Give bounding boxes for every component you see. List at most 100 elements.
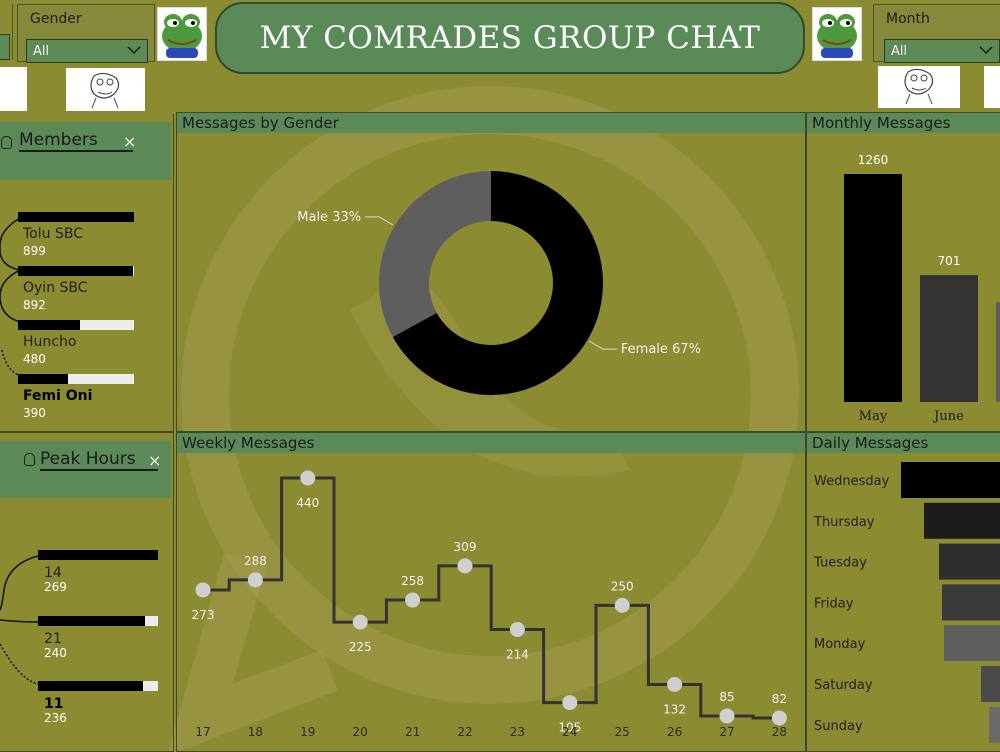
peak-hour-bar (38, 681, 158, 691)
donut-label: Female 67% (621, 342, 701, 357)
donut-leader-line (588, 340, 617, 350)
weekly-panel-header: Weekly Messages (177, 433, 805, 453)
pepe-sketch-image-right (878, 66, 960, 108)
month-slicer[interactable]: Month All (873, 4, 1000, 63)
member-bar (18, 320, 134, 330)
monthly-panel-header: Monthly Messages (807, 113, 1000, 133)
pepe-frog-image-right (812, 7, 862, 61)
sketch-image-left-edge (0, 67, 27, 111)
weekly-data-label: 85 (719, 690, 734, 704)
weekly-data-point[interactable] (457, 558, 473, 574)
month-dropdown[interactable]: All (884, 39, 1000, 63)
daily-bar-wednesday[interactable] (901, 462, 1000, 498)
donut-slice-female[interactable] (392, 171, 603, 395)
peak-hour-bar-fill (38, 550, 158, 560)
member-bar-fill (18, 212, 134, 222)
member-bar-fill (18, 266, 133, 276)
weekly-data-point[interactable] (352, 614, 368, 630)
weekly-x-tick: 19 (300, 725, 315, 739)
weekly-data-point[interactable] (614, 597, 630, 613)
daily-bar-sunday[interactable] (989, 706, 1000, 743)
weekly-data-point[interactable] (509, 622, 525, 638)
gender-slicer-left-edge (0, 34, 10, 60)
donut-leader-line (365, 216, 394, 226)
members-card-title: Members (19, 130, 133, 152)
member-name: Tolu SBC (23, 226, 83, 242)
peak-hour-label: 11 (44, 696, 64, 712)
weekly-step-line-chart: 273 17 288 18 440 19 225 20 258 21 309 22 214 23 10524… (192, 470, 787, 739)
members-connector-lines (0, 217, 20, 377)
daily-bar-thursday[interactable] (924, 502, 1000, 539)
peak-hours-card-title: Peak Hours (40, 449, 158, 471)
weekly-data-label: 440 (296, 496, 319, 510)
peak-hour-label: 14 (44, 565, 62, 581)
monthly-data-label: 1260 (858, 153, 889, 167)
weekly-data-point[interactable] (667, 676, 683, 692)
weekly-data-label: 225 (349, 640, 372, 654)
daily-category-label: Sunday (814, 719, 863, 734)
chevron-down-icon (979, 46, 993, 55)
weekly-data-label: 288 (244, 554, 267, 568)
weekly-x-tick: 25 (615, 725, 630, 739)
weekly-x-tick: 28 (772, 725, 787, 739)
gender-dropdown-value: All (33, 44, 50, 59)
gender-dropdown[interactable]: All (26, 39, 148, 63)
weekly-data-point[interactable] (195, 582, 211, 598)
weekly-data-label: 105 (558, 721, 581, 735)
member-bar-fill (18, 374, 68, 384)
lightbulb-icon (1, 136, 12, 149)
slicer-edge (0, 4, 13, 60)
monthly-panel: Monthly Messages (806, 112, 1000, 432)
peak-hour-count: 240 (44, 646, 67, 660)
weekly-data-point[interactable] (771, 710, 787, 726)
daily-bar-saturday[interactable] (981, 666, 1000, 702)
peak-hour-bar (38, 550, 158, 560)
peak-hour-count: 236 (44, 711, 67, 725)
weekly-data-point[interactable] (300, 470, 316, 486)
member-count: 480 (23, 352, 46, 366)
members-card: Members × (0, 114, 174, 432)
member-bar (18, 212, 134, 222)
weekly-step-line (203, 476, 780, 720)
chevron-down-icon (127, 46, 141, 55)
daily-category-label: Saturday (814, 678, 873, 693)
member-bar (18, 266, 134, 276)
weekly-x-tick: 20 (353, 725, 368, 739)
close-icon[interactable]: × (123, 132, 137, 151)
member-name: Huncho (23, 334, 77, 350)
weekly-data-point[interactable] (719, 708, 735, 724)
daily-panel-header: Daily Messages (807, 433, 1000, 453)
daily-bar-chart: Wednesday Thursday Tuesday Friday Monday Satu… (813, 462, 1000, 743)
weekly-x-tick: 22 (457, 725, 472, 739)
member-bar-fill (18, 320, 80, 330)
peak-hour-count: 269 (44, 580, 67, 594)
member-count: 390 (23, 406, 46, 420)
weekly-data-point[interactable] (405, 592, 421, 608)
member-count: 892 (23, 298, 46, 312)
weekly-x-tick: 17 (195, 725, 210, 739)
weekly-data-label: 273 (192, 608, 215, 622)
monthly-bar-may[interactable] (844, 174, 902, 402)
gender-slicer[interactable]: Gender All (17, 4, 155, 63)
daily-category-label: Tuesday (813, 556, 867, 571)
daily-bar-monday[interactable] (944, 625, 1000, 662)
weekly-data-point[interactable] (247, 572, 263, 588)
monthly-category-label: May (859, 409, 888, 424)
daily-bar-friday[interactable] (942, 584, 1000, 621)
weekly-x-tick: 26 (667, 725, 682, 739)
weekly-data-point[interactable] (562, 695, 578, 711)
weekly-data-label: 132 (663, 702, 686, 716)
sketch-image-right-edge (984, 66, 1000, 108)
monthly-bar-june[interactable] (920, 275, 978, 402)
donut-slice-male[interactable] (379, 171, 491, 337)
weekly-data-label: 214 (506, 648, 529, 662)
monthly-bar-chart: 1260 May 701 June (844, 153, 1000, 424)
daily-bar-tuesday[interactable] (939, 543, 1000, 580)
dashboard-title: MY COMRADES GROUP CHAT (215, 2, 805, 74)
gender-donut-chart: Female 67% Male 33% (297, 171, 701, 395)
peak-hour-bar-fill (38, 681, 143, 691)
member-name: Oyin SBC (23, 280, 88, 296)
peak-hour-bar-fill (38, 616, 145, 626)
close-icon[interactable]: × (148, 451, 162, 470)
weekly-x-tick: 18 (248, 725, 263, 739)
